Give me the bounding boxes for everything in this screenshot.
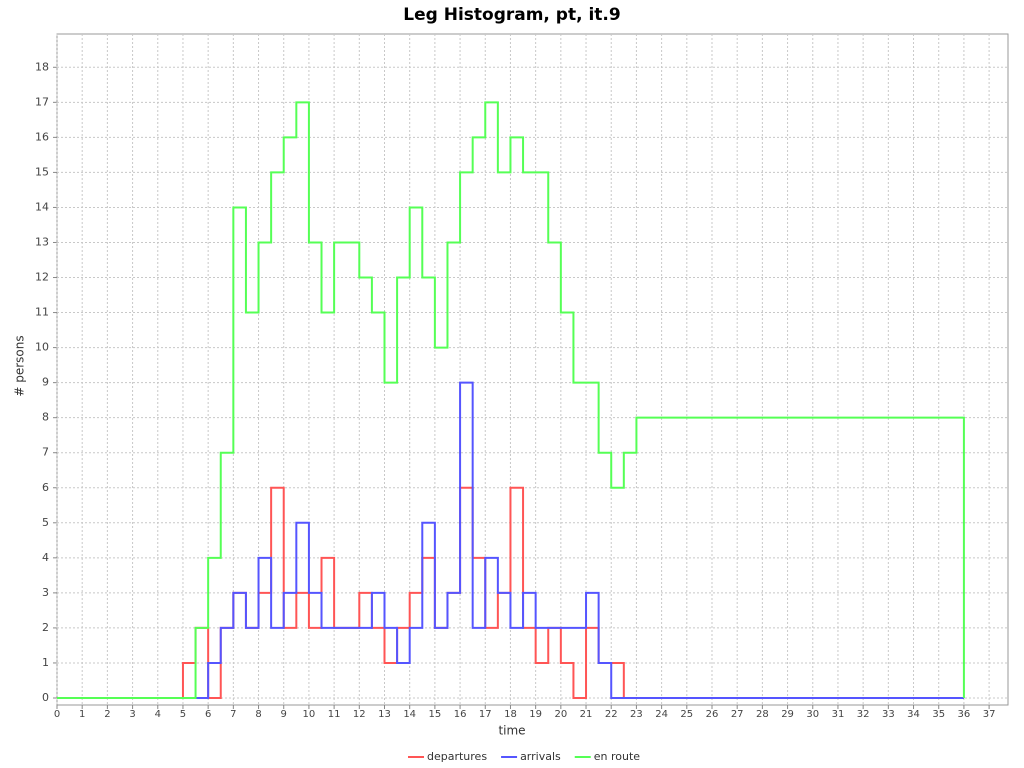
legend-label: arrivals [520,750,561,763]
y-tick-label: 10 [35,341,49,354]
x-tick-label: 30 [806,709,819,720]
series-line [57,101,965,699]
legend-label: en route [594,750,641,763]
y-tick-label: 5 [42,516,49,529]
x-tick-label: 5 [180,709,186,720]
x-tick-label: 6 [205,709,211,720]
y-tick-label: 14 [35,200,49,213]
x-tick-label: 19 [529,709,542,720]
y-tick-label: 7 [42,446,49,459]
x-tick-label: 36 [958,709,971,720]
x-tick-label: 8 [255,709,261,720]
x-tick-label: 33 [882,709,895,720]
x-tick-label: 18 [504,709,517,720]
x-tick-label: 0 [54,709,60,720]
y-tick-label: 15 [35,165,49,178]
x-tick-label: 14 [403,709,416,720]
x-tick-label: 7 [230,709,236,720]
x-tick-label: 26 [706,709,719,720]
y-tick-label: 1 [42,656,49,669]
x-tick-label: 23 [630,709,643,720]
x-tick-label: 32 [857,709,870,720]
x-tick-label: 2 [104,709,110,720]
x-tick-label: 37 [983,709,996,720]
y-tick-label: 12 [35,271,49,284]
x-tick-label: 20 [554,709,567,720]
x-tick-label: 21 [580,709,593,720]
x-tick-label: 24 [655,709,668,720]
legend: departures arrivals en route [408,750,640,763]
x-tick-label: 16 [454,709,467,720]
y-tick-label: 6 [42,481,49,494]
x-tick-label: 28 [756,709,769,720]
x-tick-label: 15 [429,709,442,720]
y-tick-label: 2 [42,621,49,634]
x-tick-label: 31 [832,709,845,720]
y-tick-label: 17 [35,95,49,108]
x-tick-label: 27 [731,709,744,720]
x-tick-label: 9 [281,709,287,720]
y-tick-label: 16 [35,130,49,143]
x-tick-label: 22 [605,709,618,720]
y-tick-label: 13 [35,235,49,248]
y-tick-label: 0 [42,691,49,704]
x-tick-label: 35 [932,709,945,720]
y-axis-label: # persons [13,335,27,396]
x-tick-label: 1 [79,709,85,720]
x-tick-label: 3 [129,709,135,720]
x-tick-label: 12 [353,709,366,720]
x-tick-label: 29 [781,709,794,720]
x-tick-label: 13 [378,709,391,720]
y-tick-label: 8 [42,411,49,424]
x-tick-label: 25 [680,709,693,720]
x-tick-label: 4 [155,709,161,720]
x-axis-label: time [498,724,525,738]
legend-label: departures [427,750,487,763]
plot-area [56,33,1009,706]
x-tick-label: 10 [303,709,316,720]
y-tick-label: 11 [35,306,49,319]
x-tick-label: 17 [479,709,492,720]
x-tick-label: 34 [907,709,920,720]
y-tick-label: 18 [35,60,49,73]
chart-title: Leg Histogram, pt, it.9 [403,5,620,25]
series-line [57,381,964,699]
y-tick-label: 3 [42,586,49,599]
y-tick-label: 4 [42,551,49,564]
y-tick-label: 9 [42,376,49,389]
x-tick-label: 11 [328,709,341,720]
